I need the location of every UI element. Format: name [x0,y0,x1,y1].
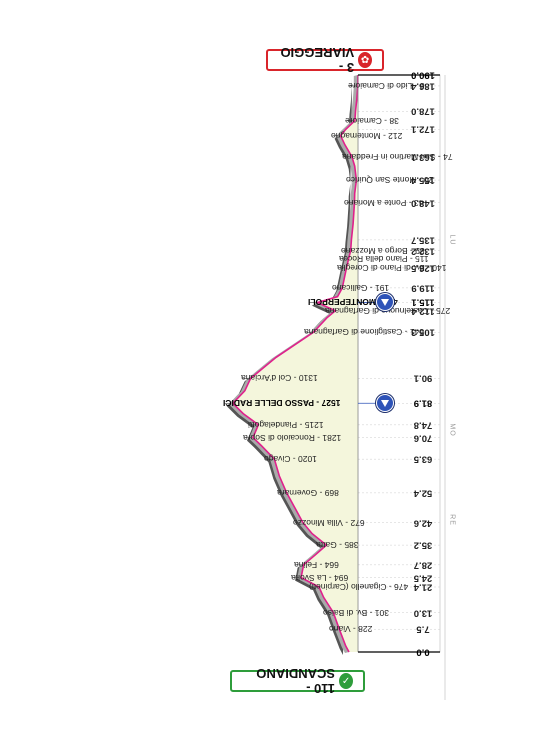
profile-fill [232,75,358,652]
place-label: 191 - Gallicano [332,282,390,293]
place-label: 212 - Montemagno [330,130,402,141]
km-label: 172.1 [411,123,435,135]
km-label: 178.0 [411,105,435,117]
place-label: 1020 - Civago [264,454,318,465]
place-label: 664 - Felina [293,559,339,570]
start-badge: ✓ 110 - SCANDIANO [230,666,365,696]
sprint-marker-icon [376,293,394,312]
km-label: 0.0 [416,646,430,658]
km-label: 24.5 [413,572,433,584]
km-label: 28.7 [413,559,433,571]
grid-panel [357,74,441,653]
region-label: MO [448,423,456,437]
place-label: 38 - Camaiore [344,115,399,126]
place-label: 1281 - Roncaiolo di Sopra [242,432,342,443]
km-label: 81.9 [413,397,433,409]
region-label: LU [448,234,456,246]
km-label: 63.5 [413,453,433,465]
place-label: 89 - Borgo a Mozzano [340,245,425,256]
finish-badge: ✿ 3 - VIAREGGIO [266,45,384,75]
place-label: 3 - Lido di Camaiore [347,80,425,91]
km-label: 42.6 [413,517,433,529]
km-label: 52.4 [413,487,433,499]
place-label: 541 - Castiglione di Garfagnana [303,327,424,338]
km-label: 35.2 [413,539,433,551]
km-label: 119.9 [411,282,435,294]
place-label: 140 - Bv. di Piano di Coreglia [336,262,446,273]
start-label: 110 - SCANDIANO [256,666,336,696]
place-label: 74 - San Martino in Freddana [341,151,453,162]
route-line [231,75,359,653]
place-label: 694 - La Svolta [291,572,349,583]
km-label: 90.1 [413,372,433,384]
km-label: 135.7 [411,234,435,246]
place-label: 1215 - Piandelagotti [248,419,324,430]
km-label: 7.5 [416,623,430,635]
sprint-marker-icon [376,394,394,413]
km-label: 70.6 [413,432,433,444]
finish-label: 3 - VIAREGGIO [280,45,355,75]
place-label: 228 - Viano [329,624,373,635]
start-flag-icon: ✓ [339,673,353,689]
km-label: 190.0 [411,69,435,81]
region-label: RE [448,514,456,526]
place-label: 301 - Bv. di Baiso [323,607,390,618]
place-label: 43 - Ponte a Moriano [344,197,424,208]
km-label: 74.8 [413,419,433,431]
finish-flag-icon: ✿ [358,52,372,68]
place-label: 672 - Villa Minozzo [292,517,365,528]
place-label: 1310 - Col d'Arciana [240,373,318,384]
place-label: 20 - Monte San Quirico [346,175,434,186]
place-label: 869 - Governara [276,487,339,498]
km-label: 13.0 [413,607,433,619]
place-label: 476 - Ciganello (Carpineti) [308,582,409,592]
place-label: 1527 - PASSO DELLE RADICI [222,398,341,409]
place-label: 385 - Gatta [316,540,359,551]
